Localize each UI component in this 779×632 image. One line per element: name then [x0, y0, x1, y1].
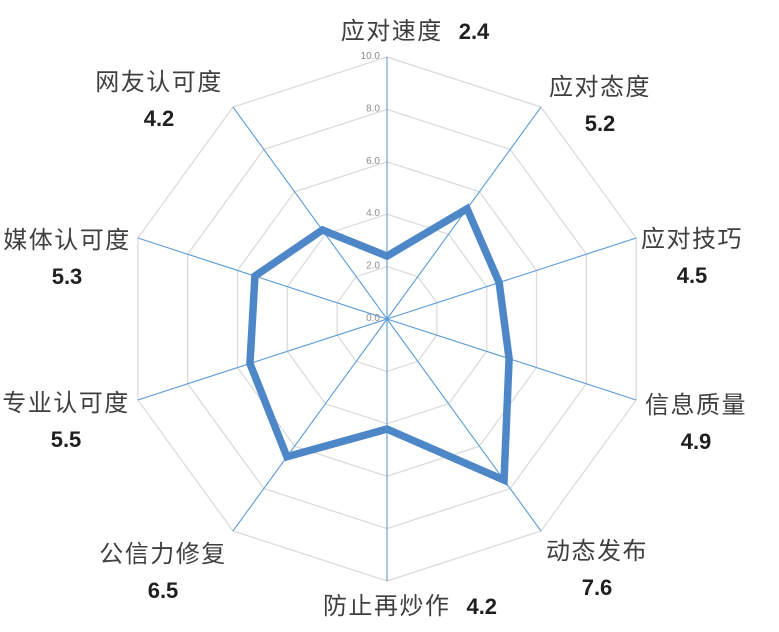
axis-spoke-4: [386, 318, 542, 532]
category-label-5: 防止再炒作 4.2: [323, 595, 497, 619]
axis-spoke-7: [137, 318, 388, 401]
radial-tick-label-4.0: 4.0: [366, 208, 380, 219]
category-name: 应对技巧: [641, 226, 743, 253]
category-value: 5.3: [51, 264, 83, 289]
category-value: 5.5: [50, 427, 82, 452]
category-label-3: 信息质量 4.9: [645, 394, 747, 454]
radial-tick-label-10.0: 10.0: [361, 51, 381, 62]
category-label-8: 媒体认可度 5.3: [3, 229, 131, 289]
radial-tick-label-8.0: 8.0: [366, 103, 380, 114]
category-name: 专业认可度: [2, 390, 130, 417]
category-name: 信息质量: [645, 392, 747, 419]
axis-spoke-8: [137, 237, 388, 320]
category-label-7: 专业认可度 5.5: [2, 392, 130, 452]
category-label-2: 应对技巧 4.5: [641, 228, 743, 288]
category-name: 网友认可度: [95, 69, 223, 96]
category-value: 4.5: [676, 263, 708, 288]
category-name: 公信力修复: [99, 541, 227, 568]
category-value: 2.4: [458, 19, 490, 44]
category-label-6: 公信力修复 6.5: [99, 543, 227, 603]
category-value: 6.5: [147, 578, 179, 603]
radial-tick-label-6.0: 6.0: [366, 156, 380, 167]
axis-spoke-2: [386, 237, 637, 320]
radial-tick-label-2.0: 2.0: [366, 261, 380, 272]
category-value: 7.6: [581, 575, 613, 600]
category-name: 应对速度: [340, 18, 443, 45]
category-value: 4.2: [143, 106, 175, 131]
category-label-4: 动态发布 7.6: [546, 540, 648, 600]
category-name: 应对态度: [549, 74, 651, 101]
axis-spoke-6: [232, 318, 388, 532]
category-name: 动态发布: [546, 538, 648, 565]
data-series-polygon: [246, 203, 513, 486]
category-name: 防止再炒作: [322, 593, 451, 620]
category-label-9: 网友认可度 4.2: [95, 71, 223, 131]
axis-spoke-9: [232, 106, 388, 320]
category-name: 媒体认可度: [3, 227, 131, 254]
category-value: 4.2: [466, 594, 498, 619]
radial-tick-label-0.0: 0.0: [366, 313, 380, 324]
category-label-0: 应对速度 2.4: [341, 20, 490, 44]
category-label-1: 应对态度 5.2: [549, 76, 651, 136]
category-value: 4.9: [680, 429, 712, 454]
category-value: 5.2: [584, 111, 616, 136]
